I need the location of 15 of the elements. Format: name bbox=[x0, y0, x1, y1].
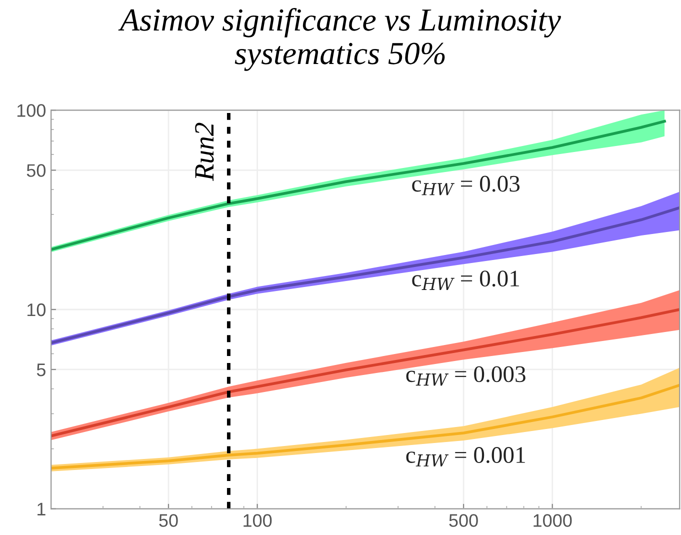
y-tick-label: 5 bbox=[36, 364, 46, 376]
series-label: c$_{HW}$ = 0.03 bbox=[412, 176, 520, 196]
chart-title: Asimov significance vs Luminosity systematics 50% bbox=[118, 8, 561, 71]
series-label: c$_{HW}$ = 0.001 bbox=[406, 447, 525, 466]
y-tick-label: 100 bbox=[17, 104, 46, 117]
x-tick-label: 1000 bbox=[534, 514, 572, 527]
y-tick-label: 10 bbox=[28, 303, 46, 316]
series-label: c$_{HW}$ = 0.01 bbox=[412, 270, 519, 290]
ref-line-label: Run2 bbox=[195, 122, 214, 181]
y-tick-label: 1 bbox=[38, 502, 46, 516]
y-tick-label: 50 bbox=[26, 164, 46, 177]
x-tick-label: 500 bbox=[449, 514, 478, 527]
x-tick-label: 100 bbox=[244, 514, 272, 527]
x-tick-label: 50 bbox=[159, 514, 178, 527]
series-label: c$_{HW}$ = 0.003 bbox=[406, 366, 526, 386]
